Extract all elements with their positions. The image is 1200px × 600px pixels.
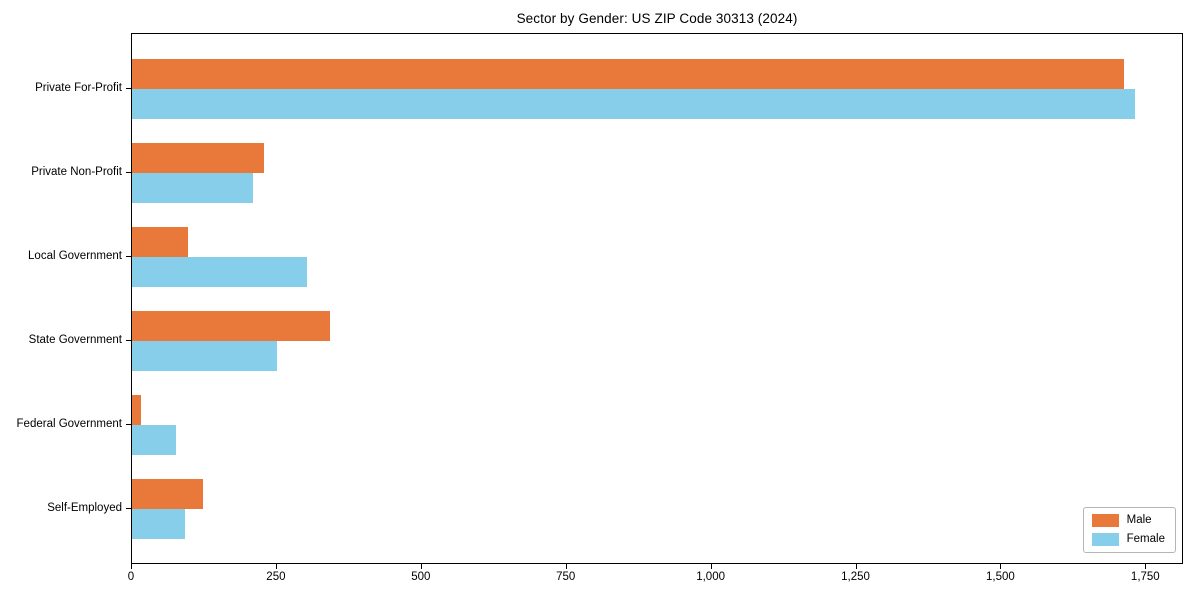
- bar-male-5: [132, 479, 203, 509]
- legend: Male Female: [1082, 507, 1176, 553]
- y-tick-mark: [126, 508, 131, 509]
- x-tick-mark: [131, 564, 132, 569]
- legend-item-male: Male: [1091, 514, 1165, 527]
- x-tick-mark: [420, 564, 422, 569]
- x-tick-label: 0: [127, 571, 135, 583]
- bar-female-5: [132, 509, 185, 539]
- legend-swatch-male: [1091, 514, 1119, 527]
- legend-swatch-female: [1091, 533, 1119, 546]
- x-tick-label: 750: [556, 571, 576, 583]
- x-tick-label: 1,000: [696, 571, 725, 583]
- bar-male-2: [132, 227, 189, 257]
- y-tick-mark: [126, 172, 131, 173]
- y-tick-mark: [126, 88, 131, 89]
- y-tick-label: Private For-Profit: [35, 82, 122, 94]
- y-tick-mark: [126, 256, 131, 257]
- plot-area: Male Female: [131, 33, 1183, 564]
- x-tick-mark: [855, 564, 857, 569]
- chart-title: Sector by Gender: US ZIP Code 30313 (202…: [516, 11, 798, 26]
- x-tick-mark: [275, 564, 277, 569]
- x-tick-mark: [710, 564, 712, 569]
- x-tick-label: 1,250: [841, 571, 870, 583]
- x-tick-label: 1,750: [1130, 571, 1160, 583]
- x-tick-label: 250: [266, 571, 286, 583]
- bar-female-0: [132, 89, 1135, 119]
- bar-male-1: [132, 143, 264, 173]
- bar-male-0: [132, 59, 1125, 89]
- bar-female-2: [132, 257, 308, 287]
- x-tick-mark: [1145, 564, 1147, 569]
- legend-item-female: Female: [1091, 533, 1165, 546]
- y-tick-label: Private Non-Profit: [31, 166, 122, 178]
- y-tick-label: Federal Government: [16, 418, 122, 430]
- y-tick-mark: [126, 424, 131, 425]
- legend-label: Male: [1126, 514, 1152, 526]
- x-tick-label: 1,500: [986, 571, 1015, 583]
- x-tick-label: 500: [411, 571, 431, 583]
- x-tick-mark: [565, 564, 567, 569]
- bar-male-4: [132, 395, 141, 425]
- y-tick-label: Self-Employed: [47, 502, 122, 514]
- legend-label: Female: [1126, 533, 1165, 545]
- y-tick-label: State Government: [28, 334, 122, 346]
- y-tick-label: Local Government: [28, 250, 122, 262]
- bar-female-3: [132, 341, 277, 371]
- bar-female-1: [132, 173, 253, 203]
- bar-male-3: [132, 311, 330, 341]
- bar-female-4: [132, 425, 176, 455]
- x-tick-mark: [1000, 564, 1002, 569]
- y-tick-mark: [126, 340, 131, 341]
